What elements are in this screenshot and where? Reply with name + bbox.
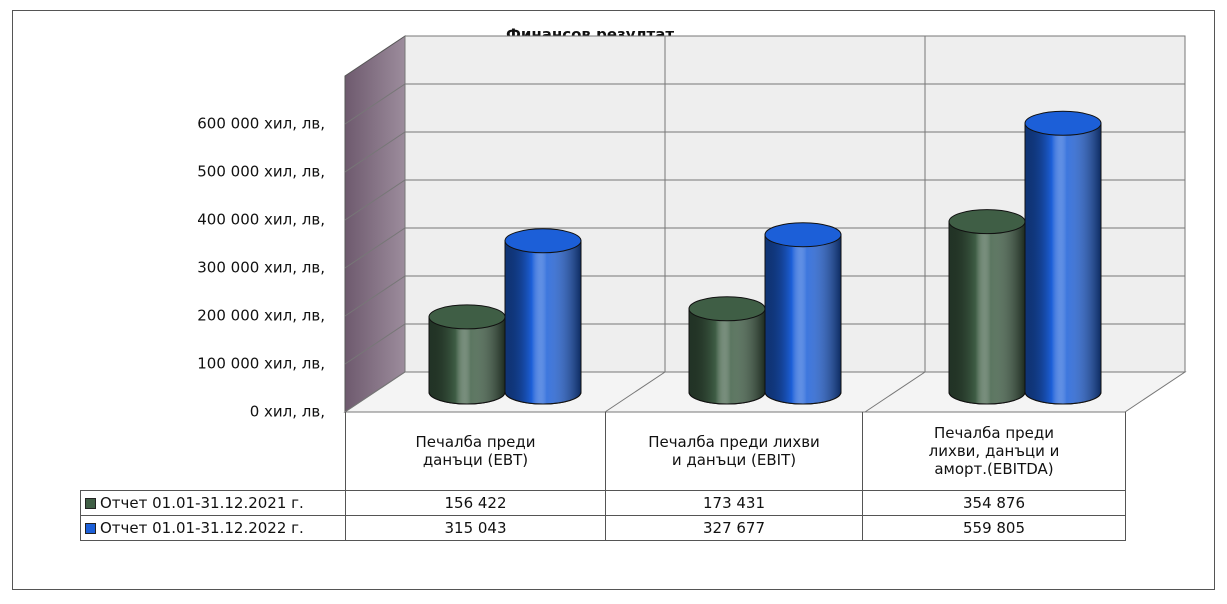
category-divider — [604, 36, 666, 413]
y-tick-label: 500 000 хил, лв, — [197, 163, 325, 181]
legend-entry: Отчет 01.01-31.12.2021 г. — [80, 490, 346, 516]
bar-top — [428, 304, 506, 330]
table-value: 559 805 — [862, 515, 1126, 541]
cell-border — [1125, 412, 1126, 490]
bar — [428, 316, 506, 405]
table-value: 354 876 — [862, 490, 1126, 516]
table-value: 173 431 — [605, 490, 863, 516]
y-tick-label: 0 хил, лв, — [250, 403, 325, 421]
table-value: 327 677 — [605, 515, 863, 541]
bar — [764, 234, 842, 405]
bar-top — [764, 222, 842, 248]
bar — [1024, 122, 1102, 405]
category-label: Печалба преди лихви, данъци и аморт.(EBI… — [862, 412, 1125, 490]
bar-top — [504, 228, 582, 254]
y-tick-label: 200 000 хил, лв, — [197, 307, 325, 325]
bar — [688, 308, 766, 405]
side-wall — [344, 35, 406, 413]
category-label: Печалба преди лихви и данъци (EBIT) — [605, 412, 862, 490]
table-value: 156 422 — [345, 490, 606, 516]
bar-top — [1024, 110, 1102, 136]
table-value: 315 043 — [345, 515, 606, 541]
y-tick-label: 400 000 хил, лв, — [197, 211, 325, 229]
legend-label: Отчет 01.01-31.12.2021 г. — [100, 494, 304, 512]
bar — [504, 240, 582, 405]
chart-frame — [12, 10, 1215, 590]
bar-top — [948, 209, 1026, 235]
y-tick-label: 100 000 хил, лв, — [197, 355, 325, 373]
category-divider — [864, 36, 926, 413]
bar — [948, 221, 1026, 405]
y-tick-label: 300 000 хил, лв, — [197, 259, 325, 277]
legend-label: Отчет 01.01-31.12.2022 г. — [100, 519, 304, 537]
category-label: Печалба преди данъци (EBT) — [345, 412, 605, 490]
legend-key — [85, 497, 96, 509]
bar-top — [688, 296, 766, 322]
legend-key — [85, 522, 96, 534]
legend-entry: Отчет 01.01-31.12.2022 г. — [80, 515, 346, 541]
y-tick-label: 600 000 хил, лв, — [197, 115, 325, 133]
